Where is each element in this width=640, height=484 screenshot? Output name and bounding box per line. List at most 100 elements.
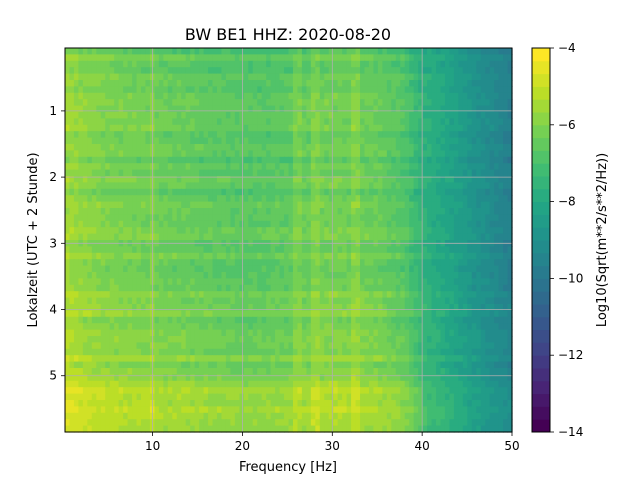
heatmap-cell — [292, 329, 299, 337]
heatmap-cell — [453, 118, 459, 126]
heatmap-cell — [140, 208, 147, 215]
heatmap-cell — [132, 54, 138, 62]
heatmap-cell — [145, 233, 151, 241]
heatmap-cell — [306, 73, 312, 81]
heatmap-cell — [351, 259, 357, 267]
heatmap-cell — [364, 195, 370, 203]
heatmap-cell — [315, 329, 321, 337]
heatmap-cell — [431, 105, 437, 113]
heatmap-cell — [284, 316, 290, 324]
heatmap-cell — [270, 272, 276, 279]
heatmap-cell — [216, 188, 223, 196]
heatmap-cell — [284, 323, 290, 331]
heatmap-cell — [225, 201, 231, 209]
heatmap-cell — [301, 259, 307, 267]
heatmap-cell — [243, 316, 249, 324]
heatmap-cell — [315, 73, 321, 81]
heatmap-cell — [364, 118, 370, 126]
heatmap-cell — [306, 195, 312, 203]
heatmap-cell — [136, 272, 142, 279]
heatmap-cell — [69, 176, 75, 183]
heatmap-cell — [279, 73, 285, 81]
heatmap-cell — [507, 86, 513, 94]
heatmap-cell — [252, 80, 258, 87]
heatmap-cell — [136, 291, 142, 299]
heatmap-cell — [453, 105, 459, 113]
heatmap-cell — [87, 336, 93, 343]
heatmap-cell — [467, 73, 473, 81]
heatmap-cell — [503, 227, 509, 235]
heatmap-cell — [467, 112, 473, 119]
heatmap-cell — [485, 195, 491, 203]
heatmap-cell — [105, 195, 111, 203]
heatmap-cell — [176, 265, 182, 273]
heatmap-cell — [507, 246, 513, 254]
heatmap-cell — [167, 188, 173, 196]
heatmap-cell — [324, 105, 330, 113]
heatmap-cell — [427, 118, 433, 126]
heatmap-cell — [275, 144, 281, 151]
heatmap-cell — [373, 124, 379, 132]
heatmap-cell — [364, 156, 370, 164]
heatmap-cell — [225, 195, 231, 203]
heatmap-cell — [458, 73, 464, 81]
heatmap-cell — [230, 208, 236, 215]
heatmap-cell — [230, 227, 236, 235]
heatmap-cell — [96, 60, 102, 68]
heatmap-cell — [413, 188, 419, 196]
heatmap-cell — [208, 284, 214, 292]
heatmap-cell — [355, 208, 361, 215]
heatmap-cell — [203, 131, 209, 139]
heatmap-cell — [360, 259, 366, 267]
heatmap-cell — [185, 131, 191, 139]
chart-title: BW BE1 HHZ: 2020-08-20 — [185, 25, 391, 44]
heatmap-cell — [275, 361, 281, 369]
heatmap-cell — [382, 278, 388, 286]
heatmap-cell — [301, 163, 307, 171]
heatmap-cell — [337, 188, 343, 196]
heatmap-cell — [194, 80, 200, 87]
heatmap-cell — [87, 150, 93, 158]
heatmap-cell — [266, 118, 272, 126]
heatmap-cell — [248, 304, 254, 311]
heatmap-cell — [203, 60, 209, 68]
heatmap-cell — [489, 227, 495, 235]
heatmap-cell — [252, 144, 258, 151]
heatmap-cell — [328, 195, 334, 203]
heatmap-cell — [234, 105, 240, 113]
heatmap-cell — [172, 208, 178, 215]
heatmap-cell — [234, 272, 240, 279]
heatmap-cell — [234, 329, 240, 337]
heatmap-cell — [234, 201, 240, 209]
heatmap-cell — [279, 348, 285, 356]
heatmap-cell — [471, 361, 477, 369]
heatmap-cell — [270, 278, 276, 286]
heatmap-cell — [136, 99, 142, 107]
heatmap-cell — [292, 112, 299, 119]
heatmap-cell — [114, 252, 120, 260]
heatmap-cell — [114, 195, 120, 203]
heatmap-cell — [123, 163, 129, 171]
heatmap-cell — [261, 54, 267, 62]
heatmap-cell — [288, 86, 294, 94]
heatmap-cell — [279, 124, 285, 132]
heatmap-cell — [82, 342, 88, 350]
heatmap-cell — [404, 201, 410, 209]
heatmap-cell — [427, 60, 433, 68]
heatmap-cell — [208, 336, 214, 343]
heatmap-cell — [337, 246, 343, 254]
heatmap-cell — [418, 252, 424, 260]
heatmap-cell — [140, 112, 147, 119]
heatmap-cell — [105, 233, 111, 241]
heatmap-cell — [225, 342, 231, 350]
heatmap-cell — [418, 336, 424, 343]
heatmap-cell — [91, 284, 97, 292]
heatmap-cell — [342, 92, 348, 100]
heatmap-cell — [154, 220, 160, 228]
heatmap-cell — [292, 67, 299, 75]
heatmap-cell — [243, 227, 249, 235]
heatmap-cell — [301, 323, 307, 331]
heatmap-cell — [458, 259, 464, 267]
heatmap-cell — [270, 54, 276, 62]
heatmap-cell — [109, 323, 115, 331]
